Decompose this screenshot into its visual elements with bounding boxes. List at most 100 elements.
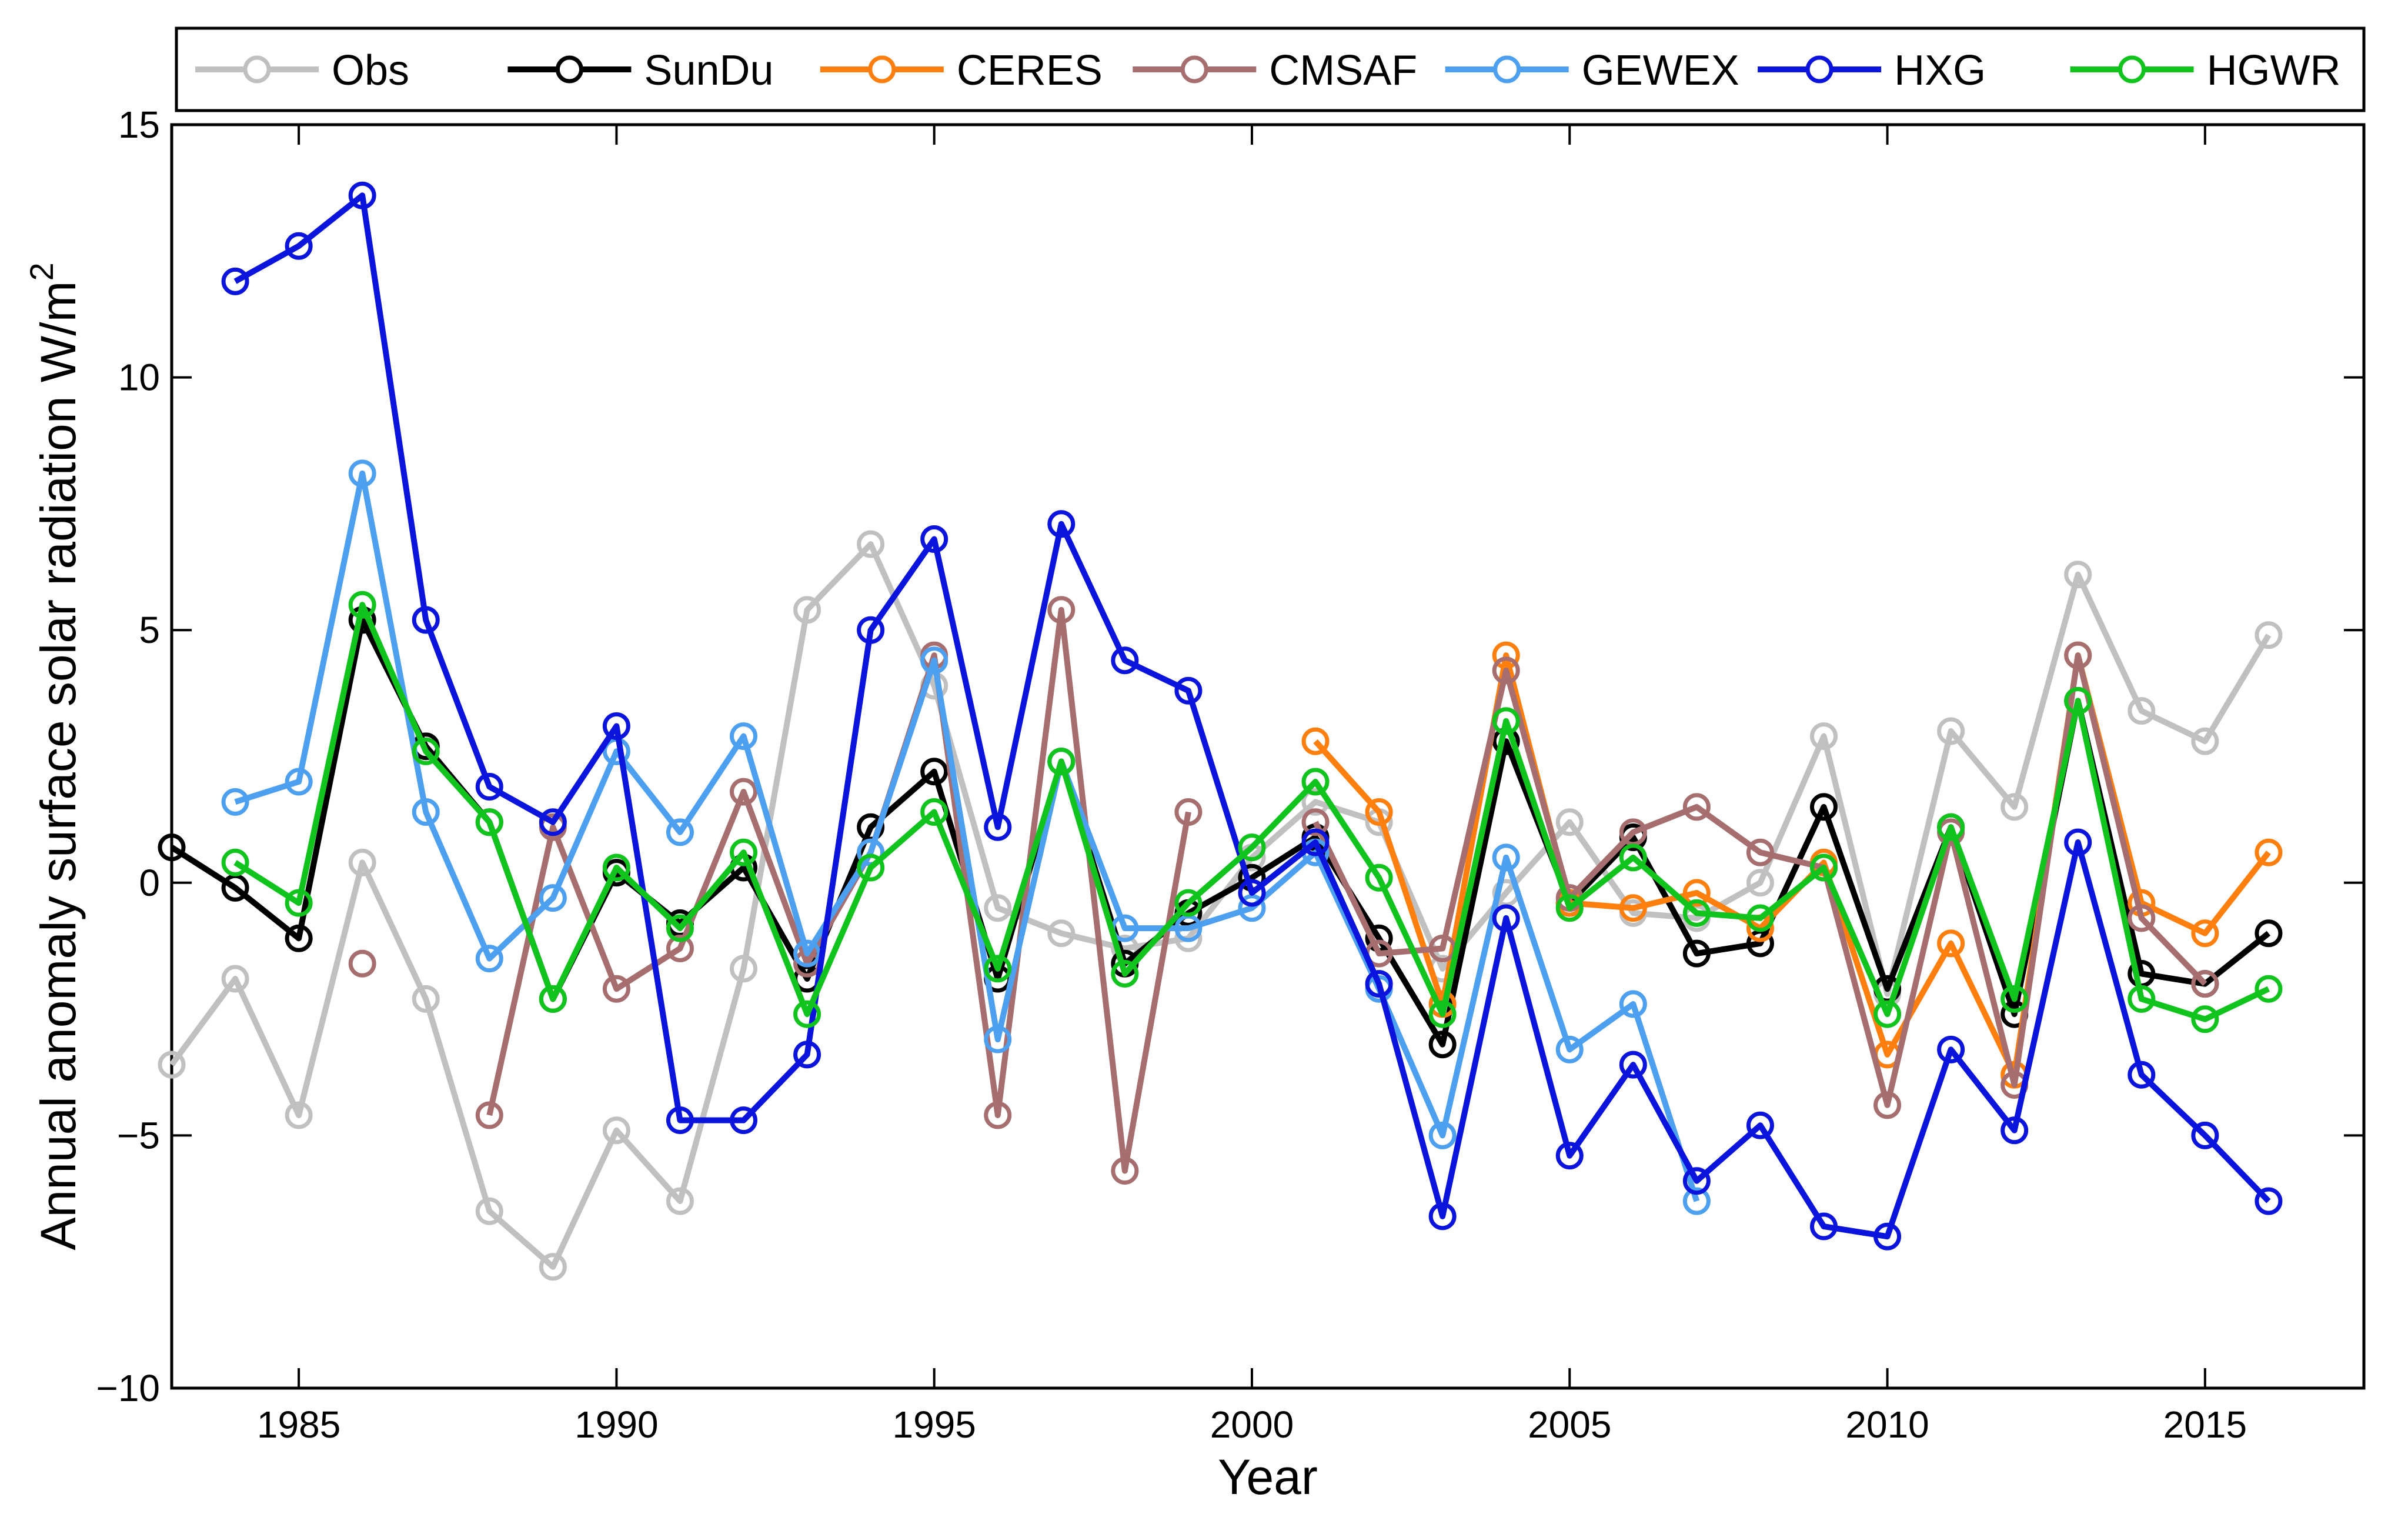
data-point-hxg — [2255, 1187, 2283, 1215]
data-point-hgwr — [984, 955, 1012, 983]
data-point-gewex — [666, 818, 694, 846]
legend-item-sundu: SunDu — [507, 47, 774, 94]
data-point-hgwr — [920, 798, 948, 826]
data-point-gewex — [348, 459, 376, 488]
legend-label-cmsaf: CMSAF — [1269, 47, 1417, 94]
data-point-cmsaf — [1873, 1091, 1902, 1119]
series-layer — [158, 181, 2283, 1281]
data-point-obs — [1810, 722, 1838, 751]
data-point-ceres — [1682, 879, 1711, 907]
y-tick-label: 0 — [139, 862, 160, 904]
data-point-hxg — [602, 712, 630, 740]
legend-item-obs: Obs — [195, 47, 409, 94]
axis-ticks — [172, 124, 2364, 1389]
data-point-hgwr — [730, 838, 758, 866]
data-point-hgwr — [793, 1000, 821, 1028]
data-point-hgwr — [1047, 748, 1076, 776]
data-point-sundu — [285, 924, 313, 952]
data-point-hgwr — [1746, 904, 1774, 932]
data-point-hxg — [1746, 1111, 1774, 1139]
legend-label-sundu: SunDu — [644, 47, 773, 94]
legend-item-hxg: HXG — [1758, 47, 1986, 94]
x-tick-label: 2005 — [1528, 1403, 1611, 1446]
x-axis-label: Year — [1218, 1449, 1318, 1505]
data-point-hxg — [666, 1106, 694, 1135]
data-point-hgwr — [1365, 863, 1393, 892]
data-point-hgwr — [1301, 768, 1330, 796]
legend-label-hxg: HXG — [1894, 47, 1986, 94]
y-axis-label: Annual anomaly surface solar radiation W… — [23, 262, 86, 1250]
plot-area — [170, 123, 2366, 1390]
legend: Obs SunDu CERES CMSAF GEWEX HXG HGWR — [175, 26, 2366, 112]
x-tick-label: 2015 — [2163, 1403, 2247, 1446]
data-point-ceres — [1619, 894, 1647, 922]
data-point-obs — [1746, 869, 1774, 897]
data-point-hgwr — [1619, 843, 1647, 872]
data-point-hgwr — [2000, 985, 2029, 1013]
data-point-hgwr — [2255, 975, 2283, 1003]
data-point-obs — [2255, 621, 2283, 649]
data-point-hgwr — [1873, 1000, 1902, 1028]
data-point-sundu — [1810, 793, 1838, 821]
data-point-hxg — [1619, 1051, 1647, 1079]
data-point-obs — [984, 894, 1012, 922]
data-point-obs — [730, 955, 758, 983]
y-tick-label: 5 — [139, 609, 160, 651]
data-point-hxg — [475, 773, 503, 801]
data-point-hxg — [539, 808, 567, 836]
data-point-hgwr — [1492, 707, 1520, 735]
data-point-hgwr — [1937, 813, 1965, 841]
data-point-gewex — [412, 798, 440, 826]
legend-label-hgwr: HGWR — [2207, 47, 2341, 94]
data-point-ceres — [1492, 641, 1520, 669]
data-point-gewex — [1555, 1035, 1584, 1063]
data-point-hgwr — [2128, 985, 2156, 1013]
data-point-hxg — [1047, 510, 1076, 538]
data-point-cmsaf — [2128, 904, 2156, 932]
data-point-sundu — [158, 833, 186, 862]
data-point-hgwr — [475, 808, 503, 836]
data-point-gewex — [539, 884, 567, 912]
data-point-gewex — [1492, 843, 1520, 872]
y-axis-label-superscript: 2 — [23, 262, 60, 281]
data-point-gewex — [1619, 990, 1647, 1018]
data-point-obs — [412, 985, 440, 1013]
data-point-gewex — [793, 939, 821, 968]
data-point-hgwr — [539, 985, 567, 1013]
x-tick-label: 1990 — [575, 1403, 658, 1446]
data-point-hxg — [857, 616, 885, 644]
data-point-cmsaf — [666, 934, 694, 962]
data-point-ceres — [2191, 919, 2219, 948]
series-cmsaf — [348, 596, 2219, 1185]
data-point-hxg — [1428, 1202, 1457, 1230]
legend-item-gewex: GEWEX — [1445, 47, 1739, 94]
data-point-sundu — [1428, 1031, 1457, 1059]
legend-item-hgwr: HGWR — [2070, 47, 2341, 94]
series-hxg — [221, 181, 2283, 1250]
data-point-hxg — [730, 1106, 758, 1135]
data-point-hgwr — [1238, 833, 1266, 862]
data-point-cmsaf — [602, 975, 630, 1003]
data-point-obs — [475, 1197, 503, 1225]
series-line-hgwr — [233, 602, 2270, 1022]
y-axis-label-main: Annual anomaly surface solar radiation W… — [31, 281, 86, 1250]
legend-marker-sundu — [555, 55, 583, 84]
legend-label-ceres: CERES — [957, 47, 1103, 94]
y-tick-label: −5 — [117, 1114, 160, 1156]
legend-label-obs: Obs — [332, 47, 409, 94]
data-point-hgwr — [1555, 894, 1584, 922]
data-point-cmsaf — [2064, 641, 2092, 669]
legend-marker-obs — [243, 55, 271, 84]
x-tick-label: 2000 — [1210, 1403, 1294, 1446]
data-point-obs — [793, 596, 821, 624]
data-point-hxg — [920, 525, 948, 553]
data-point-hxg — [348, 181, 376, 209]
legend-marker-gewex — [1493, 55, 1521, 84]
legend-item-ceres: CERES — [820, 47, 1103, 94]
legend-marker-hgwr — [2118, 55, 2146, 84]
y-tick-label: 15 — [118, 104, 160, 146]
data-point-ceres — [1937, 929, 1965, 958]
series-line-hxg — [233, 192, 2271, 1240]
data-point-hxg — [1873, 1222, 1902, 1250]
